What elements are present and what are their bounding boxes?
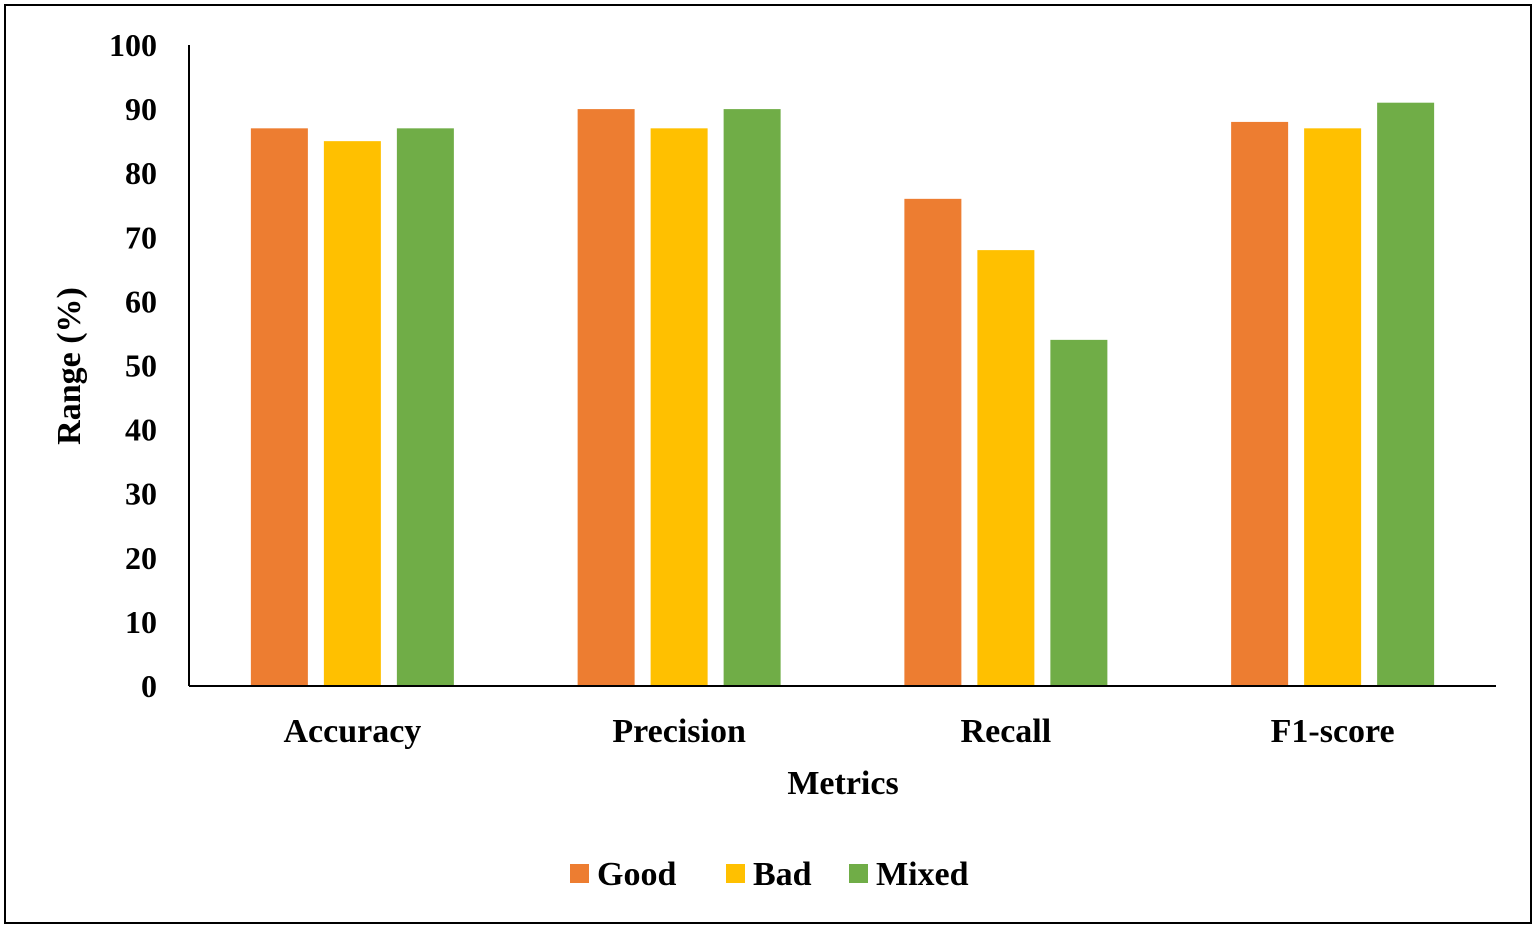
y-tick-label: 50: [125, 348, 157, 384]
x-category-label: Precision: [612, 713, 746, 750]
bar-mixed-recall: [1050, 339, 1108, 686]
bar-mixed-f1-score: [1377, 102, 1435, 686]
bar-bad-precision: [650, 128, 708, 686]
x-category-labels: Accuracy Precision Recall F1-score: [283, 713, 1394, 750]
y-axis-title: Range (%): [51, 287, 88, 445]
bar-mixed-accuracy: [396, 128, 454, 686]
y-tick-label: 80: [125, 155, 157, 191]
bar-good-precision: [577, 109, 635, 687]
y-tick-label: 0: [141, 668, 157, 704]
legend-swatch-bad: [726, 864, 745, 883]
y-tick-label: 70: [125, 219, 157, 255]
bar-good-recall: [904, 198, 962, 686]
legend-swatch-good: [570, 864, 589, 883]
x-category-label: Accuracy: [283, 713, 421, 750]
bar-good-f1-score: [1231, 121, 1289, 687]
y-tick-label: 100: [109, 27, 157, 63]
y-tick-label: 20: [125, 540, 157, 576]
legend-label-bad: Bad: [753, 856, 812, 893]
bar-good-accuracy: [250, 128, 308, 686]
x-category-label: F1-score: [1271, 713, 1395, 750]
bar-mixed-precision: [723, 109, 781, 687]
y-tick-label: 10: [125, 604, 157, 640]
bars-layer: [250, 102, 1435, 687]
y-tick-label: 40: [125, 412, 157, 448]
y-tick-label: 30: [125, 476, 157, 512]
bar-bad-accuracy: [323, 141, 381, 686]
bar-bad-recall: [977, 250, 1035, 686]
y-tick-label: 90: [125, 91, 157, 127]
x-axis-title: Metrics: [787, 765, 898, 802]
legend: Good Bad Mixed: [570, 856, 969, 893]
bar-bad-f1-score: [1304, 128, 1362, 686]
legend-label-mixed: Mixed: [876, 856, 969, 893]
legend-swatch-mixed: [849, 864, 868, 883]
legend-label-good: Good: [597, 856, 676, 893]
axes-layer: [188, 45, 1496, 687]
x-category-label: Recall: [961, 713, 1052, 750]
y-tick-label: 60: [125, 283, 157, 319]
y-tick-labels: 0 10 20 30 40 50 60 70 80 90 100: [109, 27, 157, 704]
